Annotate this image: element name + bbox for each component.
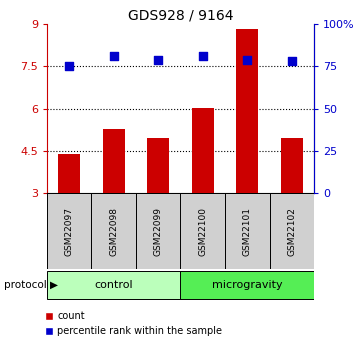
Bar	[280, 138, 303, 193]
Bar	[180, 193, 225, 269]
Bar	[225, 193, 270, 269]
Bar	[47, 270, 180, 298]
Text: GSM22102: GSM22102	[287, 207, 296, 256]
Bar	[270, 193, 314, 269]
Bar	[103, 129, 125, 193]
Text: protocol ▶: protocol ▶	[4, 280, 58, 289]
Text: GSM22098: GSM22098	[109, 207, 118, 256]
Text: GSM22100: GSM22100	[198, 207, 207, 256]
Bar	[236, 29, 258, 193]
Text: microgravity: microgravity	[212, 280, 283, 289]
Point	[155, 57, 161, 62]
Title: GDS928 / 9164: GDS928 / 9164	[128, 9, 233, 23]
Text: control: control	[95, 280, 133, 289]
Legend: count, percentile rank within the sample: count, percentile rank within the sample	[41, 307, 226, 340]
Point	[244, 57, 250, 62]
Bar	[58, 154, 80, 193]
Text: GSM22097: GSM22097	[65, 207, 74, 256]
Point	[200, 53, 206, 59]
Text: GSM22099: GSM22099	[154, 207, 163, 256]
Bar	[91, 193, 136, 269]
Text: GSM22101: GSM22101	[243, 207, 252, 256]
Point	[111, 53, 117, 59]
Point	[289, 59, 295, 64]
Bar	[47, 193, 91, 269]
Bar	[147, 138, 169, 193]
Bar	[180, 270, 314, 298]
Point	[66, 63, 72, 69]
Bar	[136, 193, 180, 269]
Bar	[192, 108, 214, 193]
